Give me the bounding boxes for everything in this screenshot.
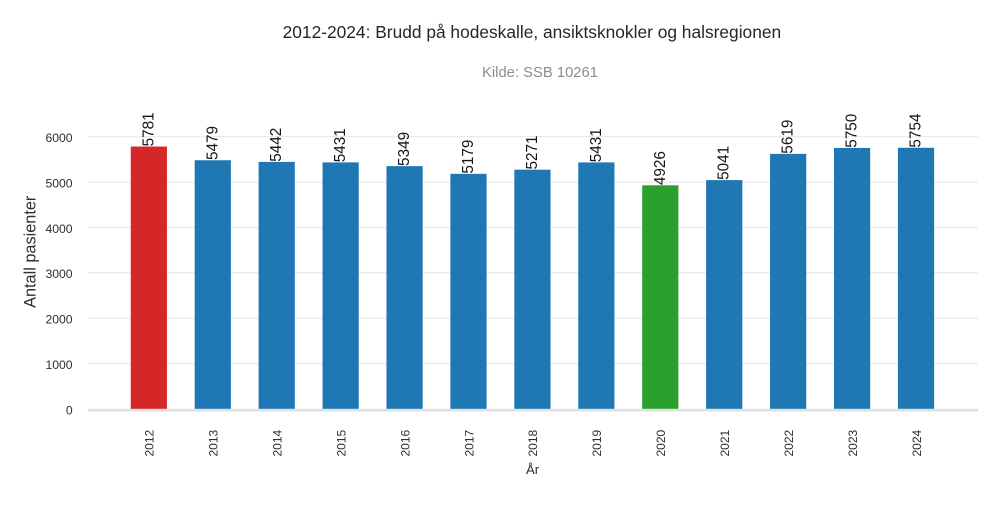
- svg-text:0: 0: [66, 403, 73, 417]
- svg-text:5479: 5479: [204, 126, 221, 160]
- svg-text:5349: 5349: [396, 132, 413, 166]
- svg-text:5442: 5442: [268, 128, 285, 162]
- svg-text:2012-2024: Brudd på hodeskalle: 2012-2024: Brudd på hodeskalle, ansiktsk…: [283, 22, 782, 42]
- svg-text:4000: 4000: [45, 222, 72, 236]
- svg-text:2024: 2024: [910, 429, 924, 456]
- svg-text:5179: 5179: [460, 140, 477, 174]
- svg-text:5431: 5431: [332, 128, 349, 162]
- svg-text:År: År: [526, 462, 540, 477]
- svg-text:5750: 5750: [844, 114, 861, 148]
- svg-text:2019: 2019: [590, 429, 604, 456]
- svg-text:2012: 2012: [143, 429, 157, 456]
- svg-text:4926: 4926: [652, 151, 669, 185]
- svg-text:2014: 2014: [271, 429, 285, 456]
- svg-text:2023: 2023: [846, 429, 860, 456]
- svg-text:5781: 5781: [140, 112, 157, 146]
- svg-text:Kilde: SSB 10261: Kilde: SSB 10261: [482, 65, 598, 81]
- svg-text:2020: 2020: [654, 429, 668, 456]
- svg-text:5754: 5754: [908, 113, 925, 148]
- svg-text:2017: 2017: [462, 429, 476, 456]
- svg-text:5271: 5271: [524, 135, 541, 169]
- svg-text:2022: 2022: [782, 429, 796, 456]
- svg-text:2016: 2016: [398, 429, 412, 456]
- svg-text:5619: 5619: [780, 120, 797, 154]
- svg-text:2000: 2000: [45, 313, 72, 327]
- svg-text:5000: 5000: [45, 176, 72, 190]
- svg-text:2021: 2021: [718, 429, 732, 456]
- svg-text:2015: 2015: [334, 429, 348, 456]
- svg-text:5431: 5431: [588, 128, 605, 162]
- svg-text:2013: 2013: [207, 429, 221, 456]
- svg-text:5041: 5041: [716, 146, 733, 180]
- svg-text:1000: 1000: [45, 358, 72, 372]
- svg-text:6000: 6000: [45, 131, 72, 145]
- svg-text:3000: 3000: [45, 267, 72, 281]
- svg-text:2018: 2018: [526, 429, 540, 456]
- svg-text:Antall pasienter: Antall pasienter: [21, 195, 39, 308]
